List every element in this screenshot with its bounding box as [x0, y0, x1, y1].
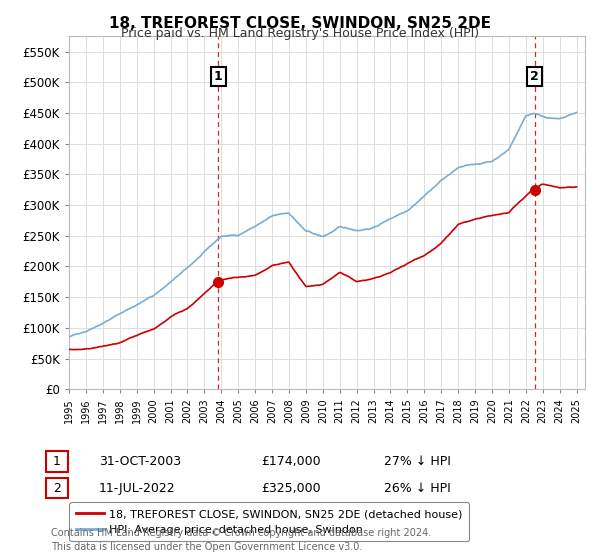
Text: 18, TREFOREST CLOSE, SWINDON, SN25 2DE: 18, TREFOREST CLOSE, SWINDON, SN25 2DE	[109, 16, 491, 31]
Legend: 18, TREFOREST CLOSE, SWINDON, SN25 2DE (detached house), HPI: Average price, det: 18, TREFOREST CLOSE, SWINDON, SN25 2DE (…	[70, 502, 469, 542]
Text: £174,000: £174,000	[261, 455, 320, 468]
Text: 11-JUL-2022: 11-JUL-2022	[99, 482, 176, 495]
Text: 27% ↓ HPI: 27% ↓ HPI	[384, 455, 451, 468]
Text: Contains HM Land Registry data © Crown copyright and database right 2024.
This d: Contains HM Land Registry data © Crown c…	[51, 528, 431, 552]
Text: 1: 1	[214, 70, 223, 83]
Text: 1: 1	[53, 455, 61, 468]
Text: 2: 2	[53, 482, 61, 495]
Text: Price paid vs. HM Land Registry's House Price Index (HPI): Price paid vs. HM Land Registry's House …	[121, 27, 479, 40]
Text: 26% ↓ HPI: 26% ↓ HPI	[384, 482, 451, 495]
Text: 2: 2	[530, 70, 539, 83]
Text: 31-OCT-2003: 31-OCT-2003	[99, 455, 181, 468]
Text: £325,000: £325,000	[261, 482, 320, 495]
